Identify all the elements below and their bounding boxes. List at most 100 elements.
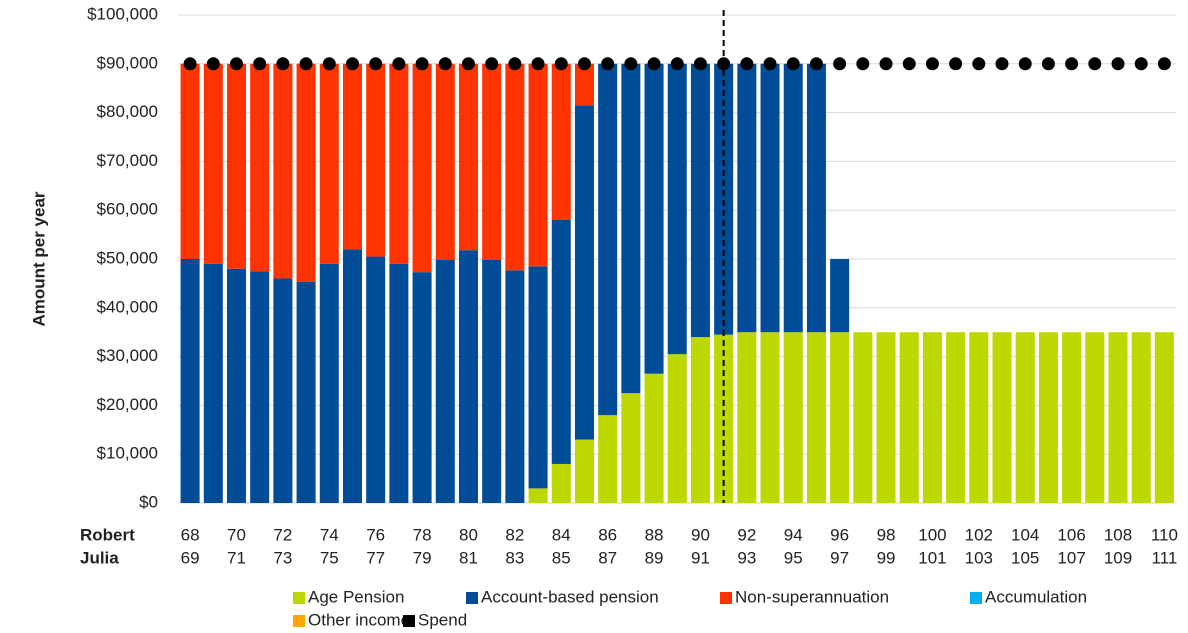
bar-segment [574, 105, 594, 440]
x-tick-label: 83 [505, 548, 524, 567]
x-tick-label: 95 [784, 548, 803, 567]
bar-segment [482, 63, 502, 260]
legend-swatch [720, 592, 732, 604]
spend-dot [1134, 57, 1148, 71]
legend-swatch [403, 615, 415, 627]
bar-segment [250, 271, 270, 503]
spend-dot [809, 57, 823, 71]
spend-dot [369, 57, 383, 71]
bar-segment [180, 259, 200, 503]
x-tick-label: 90 [691, 525, 710, 544]
legend-swatch [293, 615, 305, 627]
bar-segment [366, 256, 386, 503]
bar-segment [1062, 332, 1082, 503]
spend-dot [531, 57, 545, 71]
spend-dot [577, 57, 591, 71]
spend-dot [461, 57, 475, 71]
spend-dot [299, 57, 313, 71]
bar-segment [273, 278, 293, 503]
bar-segment [667, 354, 687, 503]
bar-segment [690, 337, 710, 503]
bar-segment [319, 263, 339, 503]
bar-segment [946, 332, 966, 503]
bar-segment [806, 63, 826, 333]
x-tick-label: 80 [459, 525, 478, 544]
bar-segment [714, 63, 734, 335]
x-tick-label: 88 [645, 525, 664, 544]
bar-segment [366, 63, 386, 257]
spend-dot [438, 57, 452, 71]
spend-dot [392, 57, 406, 71]
bar-segment [342, 249, 362, 503]
spend-dot [206, 57, 220, 71]
spend-dot [183, 57, 197, 71]
x-tick-label: 91 [691, 548, 710, 567]
spend-dot [253, 57, 267, 71]
bar-segment [412, 272, 432, 503]
spend-dot [508, 57, 522, 71]
spend-dot [415, 57, 429, 71]
y-tick-label: $70,000 [97, 151, 158, 170]
spend-dot [856, 57, 870, 71]
spend-dot [601, 57, 615, 71]
bar-segment [1038, 332, 1058, 503]
spend-dot [1065, 57, 1079, 71]
x-tick-label: 81 [459, 548, 478, 567]
x-tick-label: 103 [965, 548, 993, 567]
x-tick-label: 79 [413, 548, 432, 567]
legend-swatch [293, 592, 305, 604]
x-tick-label: 94 [784, 525, 803, 544]
x-tick-label: 100 [918, 525, 946, 544]
x-tick-label: 99 [877, 548, 896, 567]
bar-segment [992, 332, 1012, 503]
category-row-label: Robert [80, 525, 135, 544]
x-tick-label: 110 [1151, 525, 1178, 544]
x-tick-label: 71 [227, 548, 246, 567]
y-tick-label: $60,000 [97, 200, 158, 219]
bar-segment [574, 439, 594, 503]
x-tick-label: 107 [1057, 548, 1085, 567]
bar-segment [690, 63, 710, 338]
spend-dot [1111, 57, 1125, 71]
x-tick-label: 73 [273, 548, 292, 567]
bar-segment [435, 63, 455, 260]
legend-label: Account-based pension [481, 587, 659, 606]
bar-segment [1154, 332, 1174, 503]
y-tick-label: $90,000 [97, 53, 158, 72]
bar-segment [528, 63, 548, 267]
x-tick-label: 101 [918, 548, 946, 567]
y-axis-label: Amount per year [29, 191, 48, 326]
bar-segment [250, 63, 270, 272]
bar-segment [528, 488, 548, 503]
x-tick-label: 76 [366, 525, 385, 544]
y-tick-label: $80,000 [97, 102, 158, 121]
bar-segment [180, 63, 200, 259]
legend-label: Spend [418, 610, 467, 629]
x-tick-label: 78 [413, 525, 432, 544]
spend-dot [925, 57, 939, 71]
x-tick-label: 82 [505, 525, 524, 544]
x-tick-label: 77 [366, 548, 385, 567]
bar-segment [505, 63, 525, 271]
bar-segment [296, 281, 316, 503]
bar-segment [876, 332, 896, 503]
bar-segment [435, 259, 455, 503]
x-tick-label: 93 [737, 548, 756, 567]
spend-dot [276, 57, 290, 71]
spend-dot [670, 57, 684, 71]
spend-dot [322, 57, 336, 71]
bar-segment [830, 259, 850, 333]
bar-segment [667, 63, 687, 355]
bar-segment [1131, 332, 1151, 503]
spend-dot [647, 57, 661, 71]
spend-dot [786, 57, 800, 71]
spend-dot [972, 57, 986, 71]
x-tick-label: 111 [1151, 548, 1177, 567]
x-tick-label: 86 [598, 525, 617, 544]
bar-segment [737, 63, 757, 333]
spend-dot [833, 57, 847, 71]
x-tick-label: 98 [877, 525, 896, 544]
bar-segment [853, 332, 873, 503]
y-tick-label: $50,000 [97, 248, 158, 267]
bar-segment [644, 373, 664, 503]
